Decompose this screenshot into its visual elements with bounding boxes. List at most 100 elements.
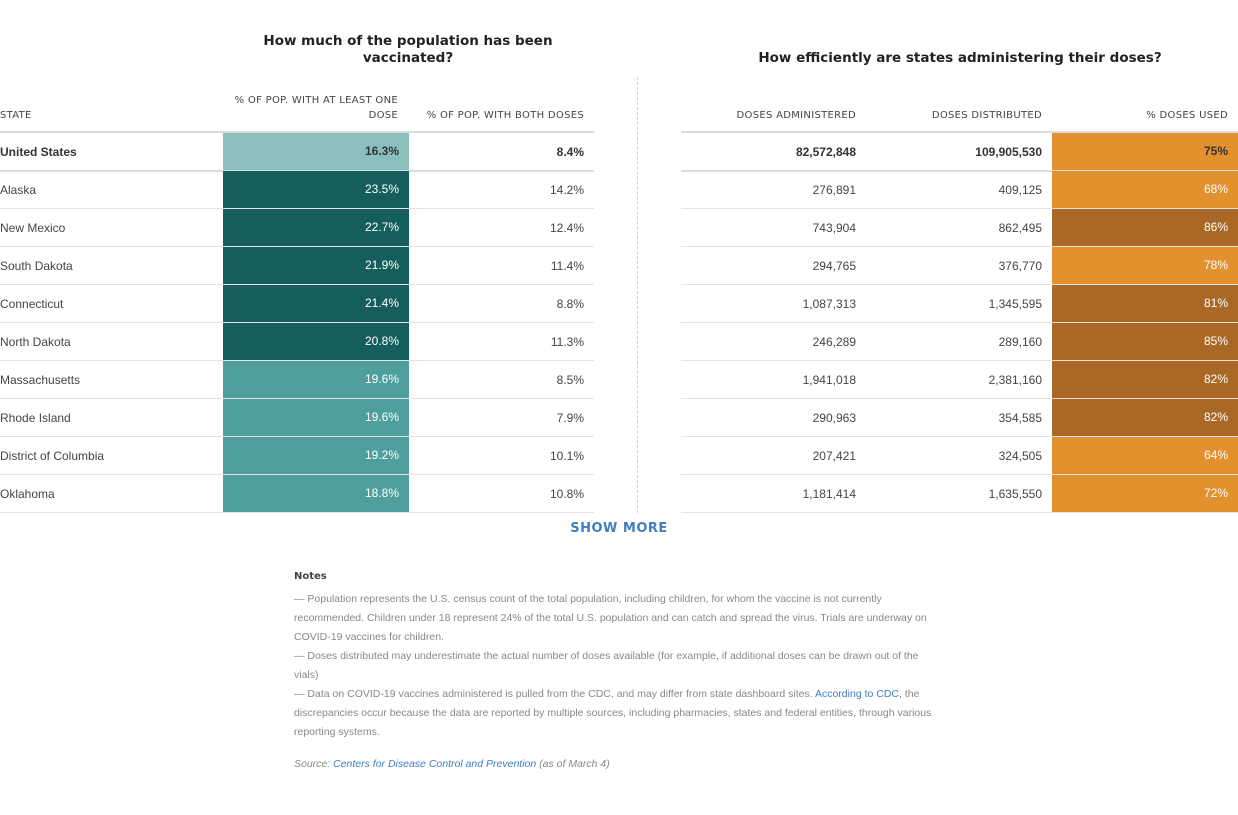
row-separator <box>681 474 1238 475</box>
source-suffix: (as of March 4) <box>536 758 610 770</box>
row-doses-distributed: 109,905,530 <box>975 145 1042 159</box>
source-prefix: Source: <box>294 758 334 770</box>
row-doses-administered: 276,891 <box>812 183 856 197</box>
according-to-cdc-link[interactable]: According to CDC <box>814 688 899 700</box>
row-both-doses: 8.5% <box>556 373 584 387</box>
right-section-title: How efficiently are states administering… <box>758 50 1162 66</box>
row-doses-used-cell: 81% <box>1052 285 1238 322</box>
row-doses-administered: 743,904 <box>812 221 856 235</box>
row-state-name: Rhode Island <box>0 411 71 425</box>
row-one-dose-cell: 21.9% <box>223 247 409 284</box>
row-one-dose-cell: 19.2% <box>223 437 409 474</box>
row-doses-used-cell: 78% <box>1052 247 1238 284</box>
row-one-dose-cell: 21.4% <box>223 285 409 322</box>
row-both-doses: 8.8% <box>556 297 584 311</box>
row-state-name: New Mexico <box>0 221 66 235</box>
row-doses-administered: 290,963 <box>812 411 856 425</box>
row-one-dose-cell: 18.8% <box>223 475 409 512</box>
row-separator <box>0 322 594 323</box>
row-doses-distributed: 2,381,160 <box>988 373 1042 387</box>
row-state-name: Connecticut <box>0 297 64 311</box>
section-divider <box>637 77 638 513</box>
row-one-dose-cell: 19.6% <box>223 399 409 436</box>
row-state-name: District of Columbia <box>0 449 105 463</box>
row-doses-distributed: 289,160 <box>998 335 1042 349</box>
row-doses-distributed: 376,770 <box>998 259 1042 273</box>
row-both-doses: 12.4% <box>549 221 584 235</box>
note-doses-distributed: — Doses distributed may underestimate th… <box>294 650 919 681</box>
row-both-doses: 10.8% <box>549 487 584 501</box>
row-doses-used-cell: 72% <box>1052 475 1238 512</box>
row-doses-administered: 82,572,848 <box>795 145 856 159</box>
row-doses-distributed: 1,345,595 <box>988 297 1042 311</box>
row-separator <box>0 436 594 437</box>
row-doses-used-cell: 75% <box>1052 133 1238 170</box>
row-doses-administered: 207,421 <box>812 449 856 463</box>
notes-section: Notes — Population represents the U.S. c… <box>294 571 944 770</box>
row-doses-distributed: 1,635,550 <box>988 487 1042 501</box>
row-one-dose-cell: 23.5% <box>223 171 409 208</box>
row-separator <box>681 208 1238 209</box>
row-separator <box>0 474 594 475</box>
header-both-doses[interactable]: % OF POP. WITH BOTH DOSES <box>426 110 584 121</box>
row-state-name: United States <box>0 145 77 159</box>
row-doses-administered: 1,941,018 <box>802 373 856 387</box>
notes-title: Notes <box>294 571 327 582</box>
row-doses-used-cell: 64% <box>1052 437 1238 474</box>
row-doses-used-cell: 86% <box>1052 209 1238 246</box>
note-data-source: — Data on COVID-19 vaccines administered… <box>294 685 944 742</box>
row-separator <box>0 512 594 513</box>
row-doses-distributed: 409,125 <box>998 183 1042 197</box>
row-state-name: Alaska <box>0 183 37 197</box>
row-state-name: North Dakota <box>0 335 71 349</box>
row-one-dose-cell: 19.6% <box>223 361 409 398</box>
row-both-doses: 14.2% <box>549 183 584 197</box>
note-data-source-after: , the discrepancies occur because the da… <box>294 688 932 738</box>
row-state-name: Massachusetts <box>0 373 81 387</box>
cdc-source-link[interactable]: Centers for Disease Control and Preventi… <box>333 758 537 770</box>
show-more-button[interactable]: SHOW MORE <box>570 521 668 536</box>
row-one-dose-cell: 16.3% <box>223 133 409 170</box>
header-doses-used[interactable]: % DOSES USED <box>1146 110 1228 121</box>
source-line: Source: Centers for Disease Control and … <box>294 758 944 770</box>
row-doses-distributed: 354,585 <box>998 411 1042 425</box>
row-state-name: Oklahoma <box>0 487 55 501</box>
row-both-doses: 8.4% <box>556 145 584 159</box>
row-separator <box>681 398 1238 399</box>
row-both-doses: 11.3% <box>550 335 584 349</box>
row-separator <box>0 208 594 209</box>
row-separator <box>0 284 594 285</box>
row-state-name: South Dakota <box>0 259 73 273</box>
row-both-doses: 11.4% <box>550 259 584 273</box>
header-doses-distributed[interactable]: DOSES DISTRIBUTED <box>931 110 1042 121</box>
row-separator <box>681 246 1238 247</box>
row-doses-administered: 294,765 <box>812 259 856 273</box>
left-section-title: How much of the population has been vacc… <box>263 33 553 66</box>
row-doses-used-cell: 82% <box>1052 361 1238 398</box>
header-one-dose[interactable]: % OF POP. WITH AT LEAST ONE DOSE <box>234 95 398 121</box>
row-separator <box>0 246 594 247</box>
row-one-dose-cell: 20.8% <box>223 323 409 360</box>
row-separator <box>0 360 594 361</box>
row-separator <box>681 284 1238 285</box>
row-separator <box>0 398 594 399</box>
header-rule-left <box>0 131 594 133</box>
header-doses-administered[interactable]: DOSES ADMINISTERED <box>736 110 856 121</box>
row-both-doses: 10.1% <box>549 449 584 463</box>
row-both-doses: 7.9% <box>556 411 584 425</box>
note-data-source-text: — Data on COVID-19 vaccines administered… <box>294 688 815 700</box>
row-doses-administered: 1,087,313 <box>802 297 856 311</box>
header-state[interactable]: STATE <box>0 110 32 121</box>
row-separator <box>681 170 1238 172</box>
row-separator <box>681 322 1238 323</box>
row-doses-distributed: 862,495 <box>998 221 1042 235</box>
row-doses-used-cell: 85% <box>1052 323 1238 360</box>
row-separator <box>681 436 1238 437</box>
row-separator <box>681 360 1238 361</box>
row-doses-used-cell: 82% <box>1052 399 1238 436</box>
header-rule-right <box>681 131 1238 133</box>
row-doses-administered: 1,181,414 <box>802 487 856 501</box>
row-one-dose-cell: 22.7% <box>223 209 409 246</box>
row-doses-distributed: 324,505 <box>998 449 1042 463</box>
note-population: — Population represents the U.S. census … <box>294 593 927 643</box>
